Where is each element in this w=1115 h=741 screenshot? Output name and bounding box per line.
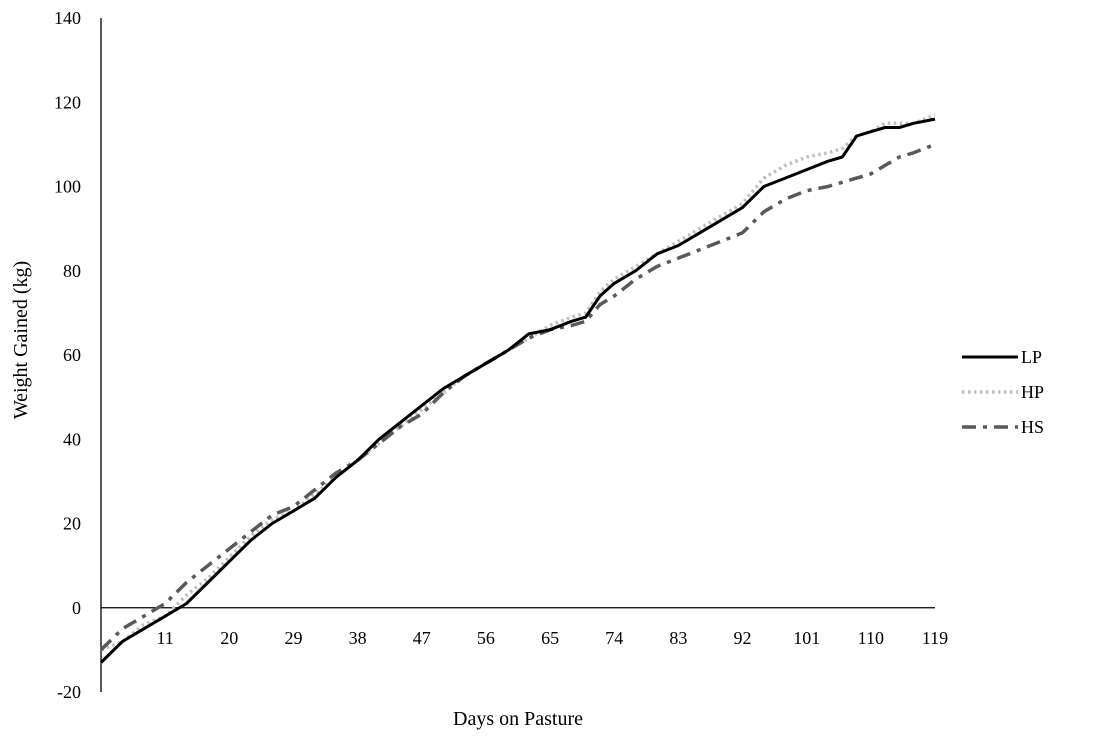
x-tick-labels: 11 20 29 38 47 56 65 74 83 92 101 110 119 [156,628,948,648]
y-tick-label: 60 [63,345,81,365]
x-tick-label: 56 [477,628,495,648]
legend: LP HP HS [962,347,1044,437]
series-line-hs [99,142,936,652]
y-tick-label: 0 [72,598,81,618]
x-tick-label: 38 [349,628,367,648]
y-tick-label: 40 [63,429,81,449]
x-tick-label: 47 [413,628,431,648]
y-tick-label: 120 [54,92,81,112]
axes [100,18,935,692]
y-tick-label: -20 [57,682,81,702]
x-tick-label: 74 [605,628,623,648]
x-tick-label: 29 [284,628,302,648]
x-tick-label: 11 [156,628,173,648]
x-tick-label: 101 [793,628,820,648]
legend-label-lp: LP [1021,347,1042,367]
legend-label-hs: HS [1021,417,1044,437]
y-tick-label: 80 [63,261,81,281]
y-axis-label: Weight Gained (kg) [10,261,32,419]
legend-label-hp: HP [1021,382,1044,402]
y-tick-label: 140 [54,8,81,28]
y-tick-label: 20 [63,514,81,534]
series-line-lp [99,117,936,664]
x-tick-label: 83 [669,628,687,648]
series-line-hp [100,113,936,652]
x-tick-label: 119 [922,628,948,648]
x-axis-label: Days on Pasture [453,708,583,730]
y-tick-label: 100 [54,177,81,197]
x-tick-label: 20 [220,628,238,648]
x-tick-label: 65 [541,628,559,648]
x-tick-label: 110 [858,628,884,648]
y-tick-labels: -20 0 20 40 60 80 100 120 140 [54,8,81,702]
x-tick-label: 92 [734,628,752,648]
series-lines [99,113,936,664]
